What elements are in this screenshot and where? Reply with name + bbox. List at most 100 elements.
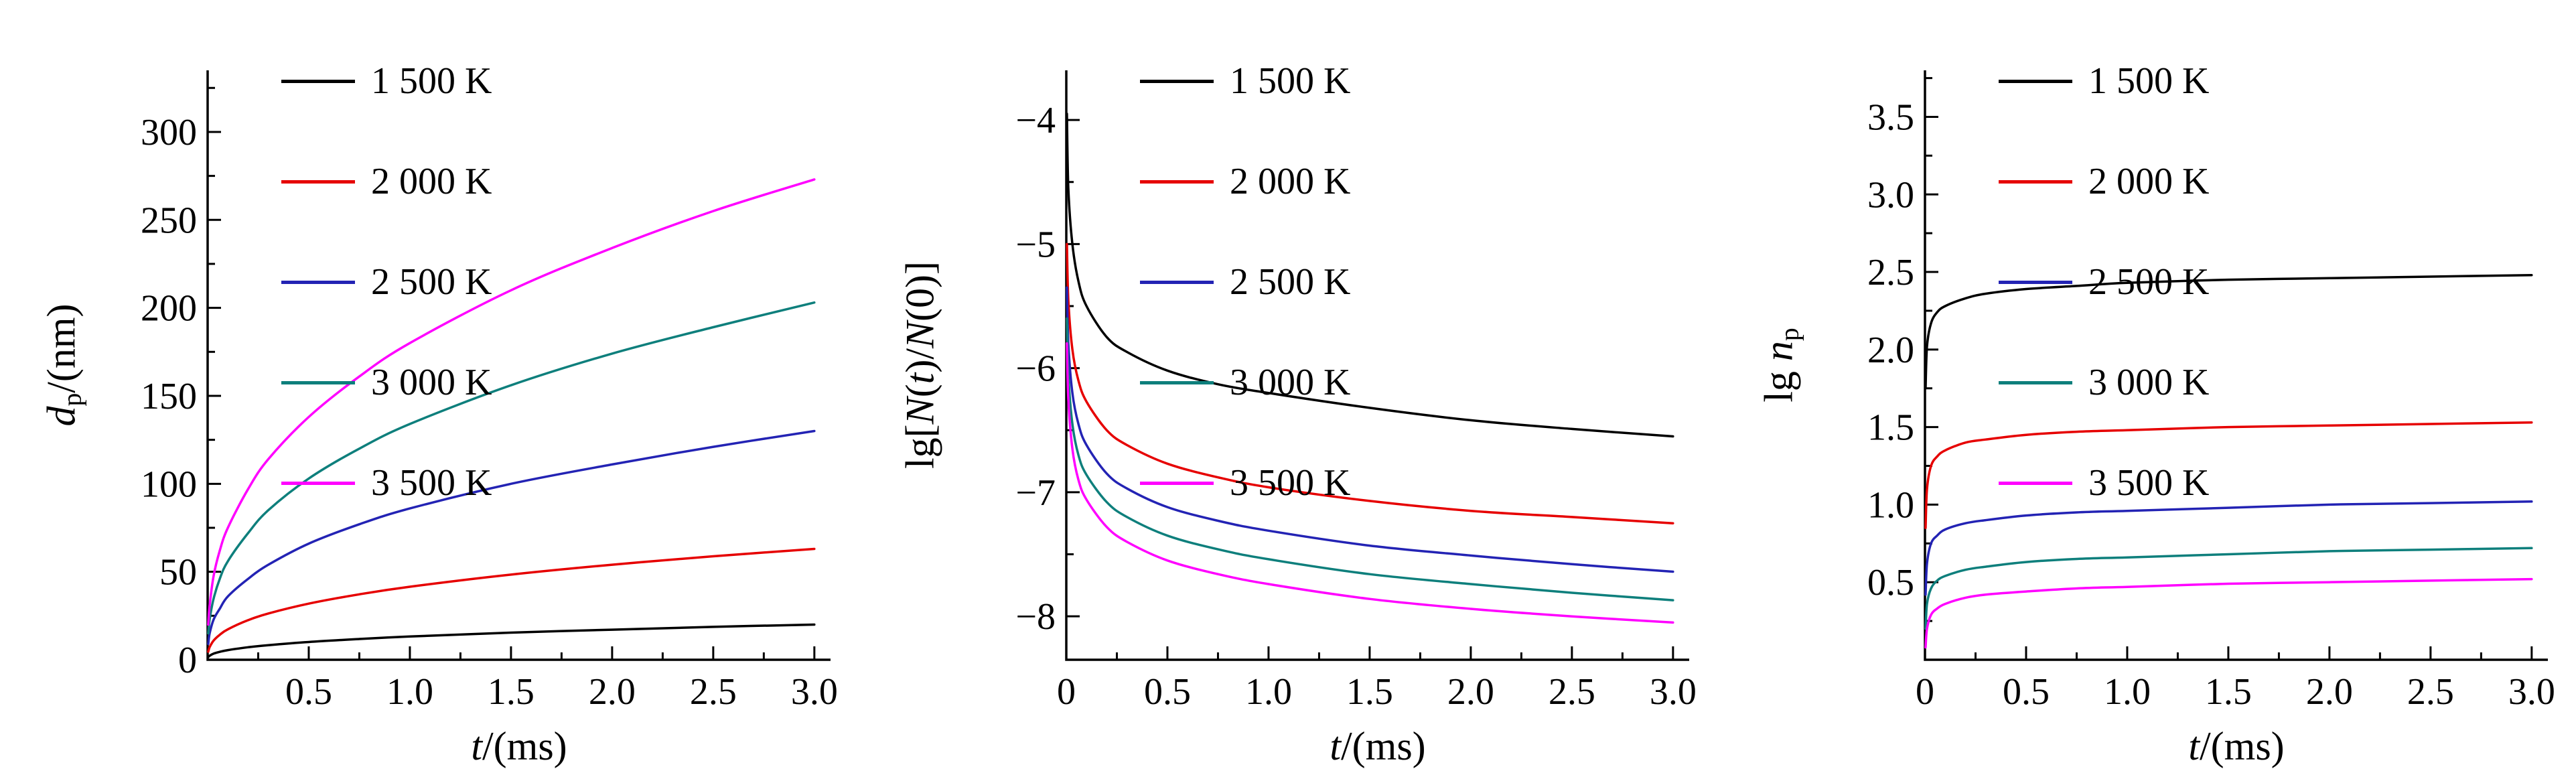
series-line-3500K xyxy=(1924,577,2533,649)
legend-line-swatch xyxy=(1140,280,1214,284)
svg-text:3.5: 3.5 xyxy=(1867,96,1914,138)
svg-text:0: 0 xyxy=(1916,671,1934,713)
legend-label: 3 500 K xyxy=(371,462,492,504)
axis-title-fragment: p xyxy=(1774,328,1804,342)
legend-label: 3 500 K xyxy=(1230,462,1351,504)
legend-label: 2 000 K xyxy=(1230,161,1351,202)
svg-text:−4: −4 xyxy=(1015,100,1056,141)
legend-line-swatch xyxy=(1999,280,2072,284)
legend-item: 1 500 K xyxy=(281,31,492,131)
series-line-2500K xyxy=(1924,500,2533,596)
svg-text:1.0: 1.0 xyxy=(386,671,433,713)
legend: 1 500 K 2 000 K 2 500 K 3 000 K 3 500 K xyxy=(281,31,492,533)
axis-title-fragment: N xyxy=(898,321,942,348)
legend-line-swatch xyxy=(1140,180,1214,184)
legend-line-swatch xyxy=(1140,380,1214,384)
legend-item: 3 500 K xyxy=(1140,433,1350,533)
legend-label: 3 000 K xyxy=(371,362,492,403)
svg-text:3.0: 3.0 xyxy=(1650,671,1697,713)
svg-text:1.5: 1.5 xyxy=(488,671,534,713)
legend-label: 3 000 K xyxy=(1230,362,1351,403)
legend-item: 3 000 K xyxy=(1999,332,2209,433)
legend-line-swatch xyxy=(1140,481,1214,485)
axis-title-fragment: t xyxy=(1330,724,1342,768)
axis-title-fragment: N xyxy=(898,397,942,425)
legend-item: 2 000 K xyxy=(1999,131,2209,232)
chart-canvas-particle-diameter: 0.5 1.0 1.5 2.0 2.5 3.0 0 50 100 150 200 250 300 xyxy=(141,70,838,713)
legend-line-swatch xyxy=(281,380,355,384)
legend-label: 1 500 K xyxy=(2088,60,2210,102)
y-axis-title: dp/(nm) xyxy=(39,303,87,427)
legend-label: 2 000 K xyxy=(2088,161,2210,202)
legend: 1 500 K 2 000 K 2 500 K 3 000 K 3 500 K xyxy=(1999,31,2209,533)
svg-text:3.0: 3.0 xyxy=(791,671,838,713)
legend-line-swatch xyxy=(281,79,355,83)
svg-text:1.5: 1.5 xyxy=(2205,671,2252,713)
legend-line-swatch xyxy=(1999,79,2072,83)
chart-canvas-primary-particles: 0 0.5 1.0 1.5 2.0 2.5 3.0 0.5 1.0 1.5 2.0 2.5 3.0 3.5 xyxy=(1867,70,2555,713)
legend-item: 2 000 K xyxy=(1140,131,1350,232)
axis-title-fragment: /(ms) xyxy=(2200,724,2285,768)
y-axis-title: lg np xyxy=(1756,328,1804,403)
legend-line-swatch xyxy=(1999,481,2072,485)
svg-text:50: 50 xyxy=(159,552,197,593)
legend-item: 2 500 K xyxy=(281,232,492,332)
axis-title-fragment: /(ms) xyxy=(482,724,567,768)
svg-text:2.5: 2.5 xyxy=(690,671,737,713)
legend-label: 2 500 K xyxy=(1230,261,1351,303)
legend-item: 3 000 K xyxy=(1140,332,1350,433)
tick-labels: 0.5 1.0 1.5 2.0 2.5 3.0 0 50 100 150 200 250 300 xyxy=(141,112,838,713)
tick-labels: 0 0.5 1.0 1.5 2.0 2.5 3.0 −8 −7 −6 −5 −4 xyxy=(1015,100,1696,713)
y-axis-title: lg[N(t)/N(0)] xyxy=(898,261,944,469)
svg-text:1.5: 1.5 xyxy=(1867,407,1914,449)
axis-title-fragment: lg xyxy=(1756,361,1801,403)
legend-line-swatch xyxy=(281,180,355,184)
svg-text:2.0: 2.0 xyxy=(2306,671,2353,713)
legend-item: 3 500 K xyxy=(281,433,492,533)
chart-panel-number-fraction: 0 0.5 1.0 1.5 2.0 2.5 3.0 −8 −7 −6 −5 −4 lg[N(t)/N(… xyxy=(859,0,1717,783)
chart-panel-primary-particles: 0 0.5 1.0 1.5 2.0 2.5 3.0 0.5 1.0 1.5 2.0 2.5 3.0 3.5… xyxy=(1717,0,2576,783)
axis-title-fragment: /(ms) xyxy=(1341,724,1426,768)
series-line-1500K xyxy=(207,623,816,658)
chart-canvas-number-fraction: 0 0.5 1.0 1.5 2.0 2.5 3.0 −8 −7 −6 −5 −4 xyxy=(1015,70,1697,713)
axis-title-fragment: ( xyxy=(898,384,942,398)
legend-label: 3 000 K xyxy=(2088,362,2210,403)
axis-title-fragment: d xyxy=(39,406,84,427)
legend-line-swatch xyxy=(281,481,355,485)
legend-label: 1 500 K xyxy=(371,60,492,102)
svg-text:1.5: 1.5 xyxy=(1346,671,1393,713)
legend-item: 1 500 K xyxy=(1999,31,2209,131)
svg-text:0: 0 xyxy=(178,640,197,681)
svg-text:−5: −5 xyxy=(1015,224,1056,265)
legend-item: 1 500 K xyxy=(1140,31,1350,131)
svg-text:2.5: 2.5 xyxy=(2407,671,2454,713)
svg-text:0.5: 0.5 xyxy=(2003,671,2050,713)
axis-title-fragment: t xyxy=(898,372,942,384)
svg-text:1.0: 1.0 xyxy=(1245,671,1292,713)
svg-text:0.5: 0.5 xyxy=(1867,562,1914,603)
svg-text:−6: −6 xyxy=(1015,348,1056,390)
legend-label: 3 500 K xyxy=(2088,462,2210,504)
series-line-2000K xyxy=(207,547,816,653)
series-line-3000K xyxy=(207,301,816,635)
legend-item: 2 000 K xyxy=(281,131,492,232)
legend-label: 2 500 K xyxy=(371,261,492,303)
series-line-3500K xyxy=(1066,342,1674,624)
legend-label: 2 500 K xyxy=(2088,261,2210,303)
legend-line-swatch xyxy=(1140,79,1214,83)
axis-title-fragment: p xyxy=(57,393,87,407)
svg-text:0: 0 xyxy=(1057,671,1076,713)
svg-text:100: 100 xyxy=(141,464,197,505)
svg-text:3.0: 3.0 xyxy=(2508,671,2555,713)
svg-text:300: 300 xyxy=(141,112,197,153)
axis-title-fragment: t xyxy=(471,724,483,768)
legend-item: 2 500 K xyxy=(1140,232,1350,332)
x-axis-title: t/(ms) xyxy=(2188,723,2284,770)
svg-text:2.0: 2.0 xyxy=(589,671,636,713)
legend-item: 3 500 K xyxy=(1999,433,2209,533)
chart-panel-particle-diameter: 0.5 1.0 1.5 2.0 2.5 3.0 0 50 100 150 200 250 300 dp/… xyxy=(0,0,859,783)
tick-labels: 0 0.5 1.0 1.5 2.0 2.5 3.0 0.5 1.0 1.5 2.0 2.5 3.0 3.5 xyxy=(1867,96,2555,713)
legend-line-swatch xyxy=(1999,380,2072,384)
axis-title-fragment: lg[ xyxy=(898,424,942,469)
